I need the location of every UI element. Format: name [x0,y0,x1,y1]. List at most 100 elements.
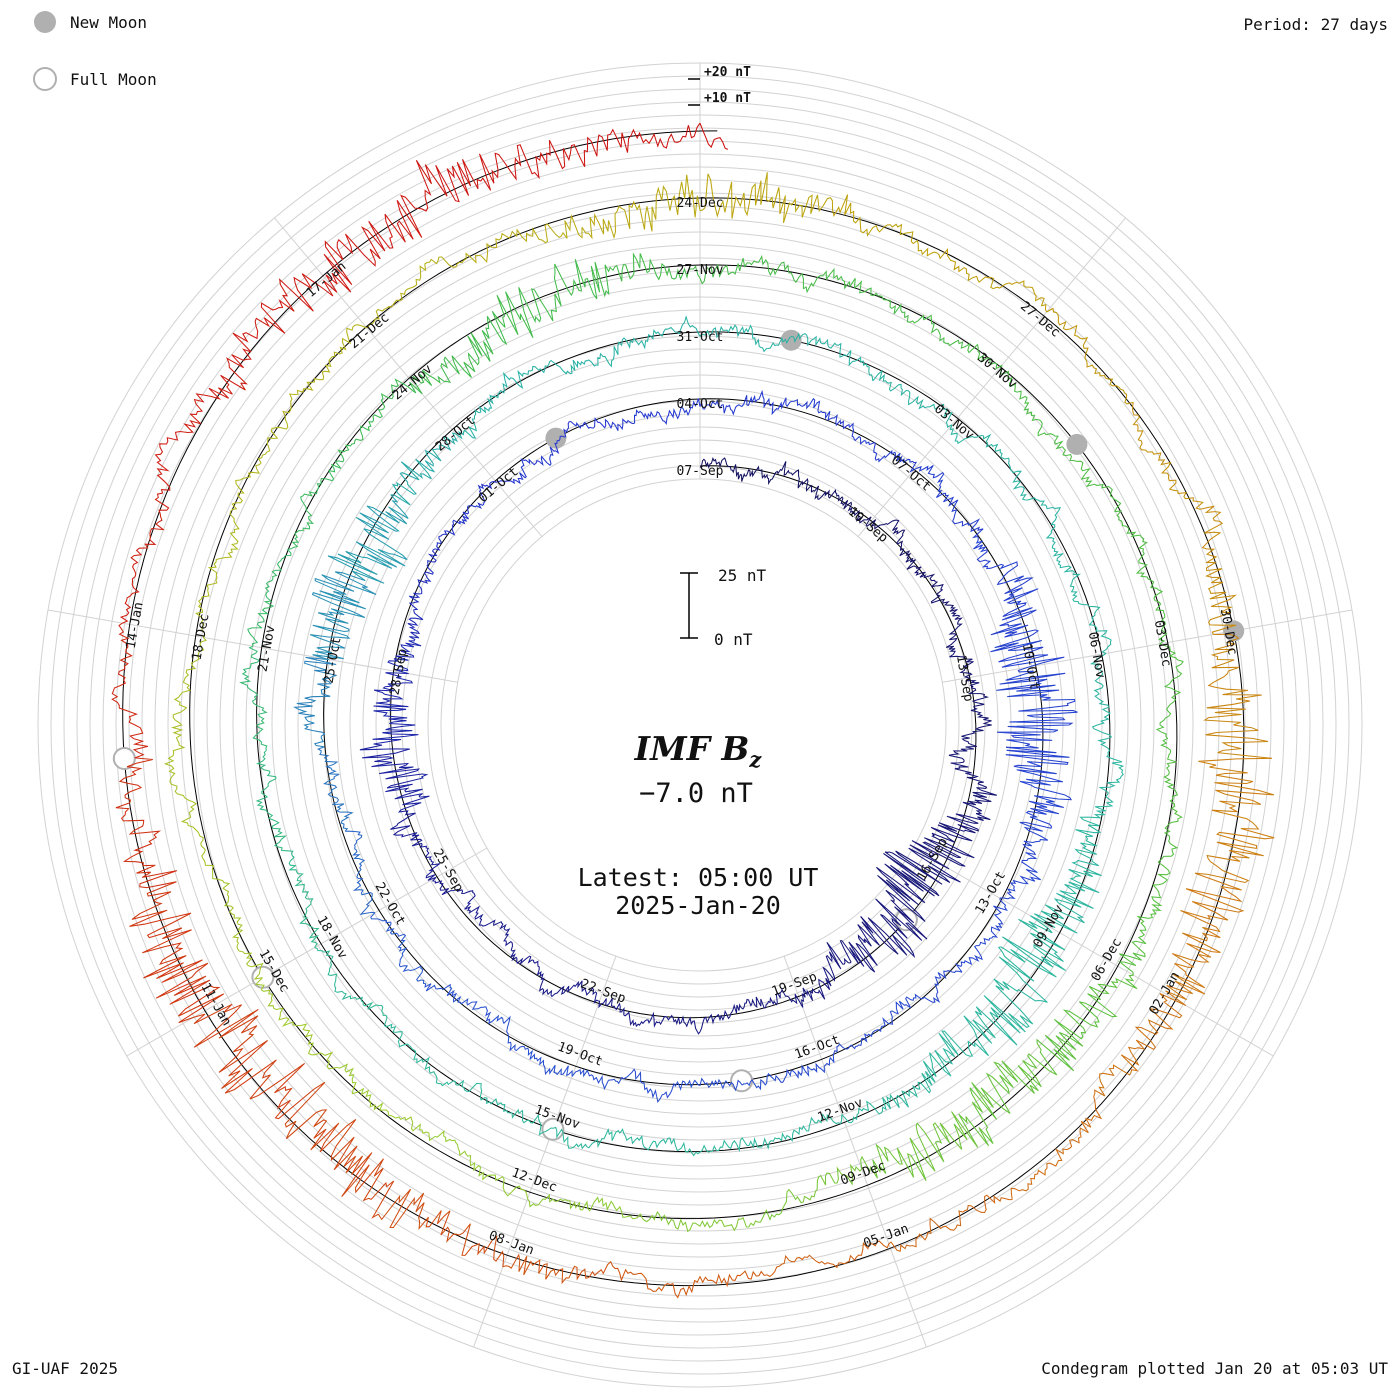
bz-series-segment [1199,505,1237,635]
bz-series-segment [387,601,424,675]
bz-series-segment [1195,757,1275,884]
date-label: 13-Oct [973,869,1009,917]
bz-series-segment [226,273,338,385]
date-label: 19-Sep [770,969,819,999]
bz-series-segment [129,881,224,1024]
date-label: 30-Nov [974,350,1020,392]
bz-series-segment [699,254,804,289]
bz-series-segment [954,898,1008,973]
bz-series-segment [408,533,444,603]
bz-series-segment [732,988,804,1014]
bz-series-segment [1036,974,1138,1072]
bz-series-segment [650,1136,750,1157]
bz-series-segment [1132,402,1204,510]
bz-series-segment [424,983,505,1025]
date-label: 31-Oct [677,330,724,345]
bz-series-segment [412,311,508,395]
bz-series-segment [764,1240,890,1278]
bz-series-segment [1155,643,1184,753]
bz-series-segment [163,755,215,871]
grid-circle [362,387,1038,1063]
bz-series-segment [913,565,958,617]
grid-spoke [857,217,1126,537]
bz-series-segment [119,492,170,624]
bz-series-segment [229,416,289,526]
bz-series-segment [281,849,320,948]
bz-series-segment [366,256,467,329]
bz-series-segment [822,194,938,257]
scale-plus10-label: +10 nT [704,91,751,106]
date-label: 09-Nov [1031,902,1068,950]
quantity-title: IMF Bz [634,729,763,772]
new-moon-label: New Moon [70,13,147,32]
bz-series-segment [195,524,240,638]
bz-series-segment [876,847,961,940]
bz-series-segment [1089,652,1113,750]
bz-series-segment [327,494,409,584]
date-label: 03-Nov [931,402,977,444]
bz-series-segment [741,1062,825,1091]
bz-series-segment [914,464,970,527]
nt-scalebar: 25 nT 0 nT [680,566,767,649]
bz-series-segment [502,1253,636,1285]
bz-series-segment [247,548,292,647]
bz-series-segment [996,666,1078,745]
bz-series-segment [390,812,441,881]
bz-series-segment [527,1193,643,1220]
grid-circle [349,374,1051,1076]
bz-series-segment [1019,486,1069,569]
date-label: 06-Dec [1089,936,1125,984]
bz-series-segment [866,519,916,570]
bz-series-segment [323,160,432,293]
credit-label: GI-UAF 2025 [12,1359,118,1378]
bz-series-segment [948,739,997,808]
period-label: Period: 27 days [1244,15,1389,34]
bz-series-segment [1030,840,1102,934]
bz-series-segment [390,432,459,506]
full-moon-marker [112,747,136,770]
grid-circle [388,413,1012,1037]
grid-circle [375,400,1025,1050]
date-label: 18-Dec [190,613,213,662]
bz-series-segment [803,267,906,318]
bz-series-segment [489,919,540,970]
bz-series-segment [849,422,918,473]
latest-date: 2025-Jan-20 [615,891,781,920]
date-label: 21-Nov [256,624,279,673]
date-label: 18-Nov [314,913,351,961]
bz-series-segment [428,1130,529,1199]
bz-series-segment [888,1194,1013,1252]
bz-series-segment [936,248,1048,313]
bz-series-segment [1063,565,1112,654]
latest-value: −7.0 nT [639,778,753,809]
full-moon-icon [33,67,57,91]
grid-spoke [274,217,543,537]
date-label: 25-Oct [322,636,345,685]
bz-series-segment [1075,748,1125,841]
bz-series-segment [748,1113,843,1150]
new-moon-marker [545,427,567,449]
date-label: 07-Sep [677,464,724,479]
grid-spoke [473,956,617,1348]
date-label: 19-Oct [555,1040,604,1070]
date-label: 07-Oct [888,453,934,495]
scalebar-bottom-label: 0 nT [714,630,753,649]
bz-series-segment [465,214,583,264]
bz-series-segment [1203,633,1272,759]
grid-circle [401,426,999,1024]
bz-series-segment [945,614,974,679]
date-label: 12-Nov [816,1095,865,1125]
new-moon-marker [780,329,802,351]
bz-series-segment [823,1017,894,1067]
bz-series-segment [993,915,1066,1033]
bz-series-segment [557,417,629,442]
bz-series-segment [336,1063,430,1137]
date-label: 14-Jan [124,601,147,650]
grid-spoke [783,956,927,1348]
bz-series-segment [254,977,338,1070]
bz-series-segment [111,622,149,759]
center-annotations: 25 nT 0 nT IMF Bz −7.0 nT Latest: 05:00 … [578,566,819,920]
bz-series-segment [872,369,953,428]
bz-series-segment [571,1068,658,1099]
bz-series-segment [1135,534,1168,645]
